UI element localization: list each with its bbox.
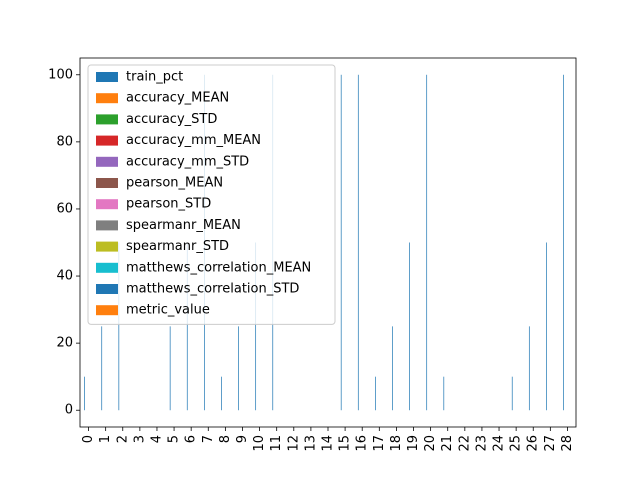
x-tick-label: 19 bbox=[406, 435, 421, 452]
x-tick-label: 27 bbox=[543, 435, 558, 452]
x-tick-label: 4 bbox=[149, 435, 164, 443]
bar bbox=[84, 376, 85, 411]
bar bbox=[375, 376, 376, 411]
bar bbox=[340, 74, 342, 411]
legend-label: matthews_correlation_MEAN bbox=[126, 260, 311, 275]
bar bbox=[221, 376, 222, 411]
x-tick-label: 18 bbox=[389, 435, 404, 452]
y-tick-label: 20 bbox=[56, 336, 73, 351]
x-tick-label: 1 bbox=[98, 435, 113, 443]
legend-swatch bbox=[96, 72, 118, 82]
legend-swatch bbox=[96, 114, 118, 125]
x-tick-label: 15 bbox=[338, 435, 353, 452]
x-tick-label: 16 bbox=[355, 435, 370, 452]
bar bbox=[238, 326, 239, 411]
x-tick-label: 7 bbox=[201, 435, 216, 443]
legend-label: spearmanr_STD bbox=[126, 239, 229, 254]
x-tick-label: 10 bbox=[252, 435, 267, 452]
x-tick-label: 8 bbox=[218, 435, 233, 443]
legend-label: matthews_correlation_STD bbox=[126, 282, 299, 297]
x-tick-label: 24 bbox=[492, 435, 507, 452]
legend-label: accuracy_MEAN bbox=[126, 91, 229, 106]
x-tick-label: 21 bbox=[440, 435, 455, 452]
legend-swatch bbox=[96, 241, 118, 252]
legend-label: accuracy_STD bbox=[126, 112, 217, 127]
legend-swatch bbox=[96, 284, 118, 294]
legend-swatch bbox=[96, 93, 118, 104]
y-tick-label: 60 bbox=[56, 201, 73, 216]
bar bbox=[118, 242, 120, 411]
x-tick-label: 14 bbox=[321, 435, 336, 452]
bar bbox=[357, 74, 359, 411]
x-tick-label: 28 bbox=[560, 435, 575, 452]
x-tick-label: 9 bbox=[235, 435, 250, 443]
x-tick-label: 11 bbox=[269, 435, 284, 452]
bar bbox=[409, 242, 410, 411]
bar bbox=[186, 242, 188, 411]
x-tick-label: 6 bbox=[184, 435, 199, 443]
x-tick-label: 20 bbox=[423, 435, 438, 452]
legend-label: pearson_STD bbox=[126, 197, 211, 212]
legend-label: spearmanr_MEAN bbox=[126, 218, 241, 233]
x-tick-label: 12 bbox=[286, 435, 301, 452]
x-tick-label: 2 bbox=[115, 435, 130, 443]
bar bbox=[255, 242, 257, 411]
legend-swatch bbox=[96, 305, 118, 316]
y-tick-label: 40 bbox=[56, 269, 73, 284]
x-tick-label: 22 bbox=[457, 435, 472, 452]
legend-swatch bbox=[96, 156, 118, 167]
legend-label: metric_value bbox=[126, 303, 210, 318]
x-tick-label: 5 bbox=[167, 435, 182, 443]
bar bbox=[546, 242, 547, 411]
legend-label: train_pct bbox=[126, 70, 183, 85]
y-tick-label: 100 bbox=[48, 67, 73, 82]
legend-label: pearson_MEAN bbox=[126, 176, 223, 191]
plot-frame bbox=[79, 57, 577, 428]
x-tick-label: 0 bbox=[81, 435, 96, 443]
legend: train_pct accuracy_MEAN accuracy_STDaccura… bbox=[87, 64, 336, 325]
bar bbox=[563, 74, 564, 411]
bar bbox=[169, 326, 171, 411]
legend-swatch bbox=[96, 199, 118, 210]
legend-label: accuracy_mm_MEAN bbox=[126, 133, 261, 148]
bar bbox=[101, 326, 103, 411]
x-tick-label: 23 bbox=[474, 435, 489, 452]
x-tick-label: 17 bbox=[372, 435, 387, 452]
bar bbox=[443, 376, 445, 411]
bar bbox=[392, 326, 393, 411]
x-tick-label: 3 bbox=[132, 435, 147, 443]
legend-label: accuracy_mm_STD bbox=[126, 154, 249, 169]
legend-swatch bbox=[96, 262, 118, 273]
legend-swatch bbox=[96, 135, 118, 146]
legend-swatch bbox=[96, 178, 118, 188]
bar bbox=[528, 326, 530, 411]
x-tick-label: 26 bbox=[526, 435, 541, 452]
legend-swatch bbox=[96, 220, 118, 231]
x-tick-label: 25 bbox=[509, 435, 524, 452]
y-tick-label: 80 bbox=[56, 134, 73, 149]
bar bbox=[426, 74, 428, 411]
x-tick-label: 13 bbox=[303, 435, 318, 452]
bar bbox=[511, 376, 513, 411]
legend-box bbox=[87, 64, 336, 325]
y-tick-label: 0 bbox=[65, 403, 73, 418]
